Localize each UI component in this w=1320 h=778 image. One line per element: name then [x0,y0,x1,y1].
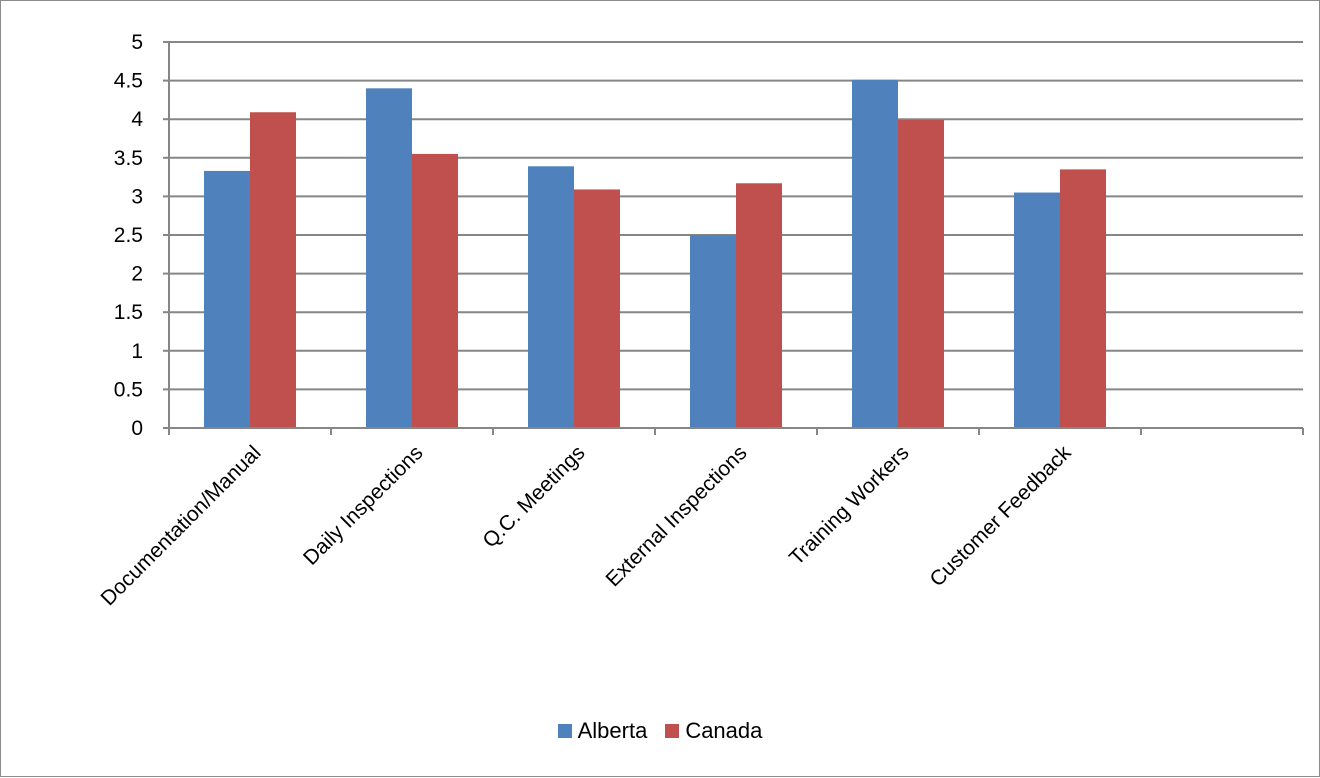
legend-swatch-alberta [557,724,572,738]
bar-alberta [690,235,736,428]
legend-label-alberta: Alberta [577,718,648,743]
y-tick-label: 0.5 [114,378,143,401]
y-tick-label: 4 [131,108,143,131]
y-tick-label: 1 [131,340,143,363]
y-tick-label: 0 [131,417,143,440]
x-category-label: Daily Inspections [299,441,428,570]
legend-label-canada: Canada [685,718,763,743]
bar-canada [250,112,296,428]
bar-alberta [204,170,250,428]
y-tick-label: 2 [131,263,143,286]
bar-alberta [528,166,574,429]
bars [204,79,1106,429]
legend-item-canada: Canada [665,718,762,744]
x-category-labels: Documentation/Manual Daily Inspections Q.C… [97,441,1076,610]
bar-canada [574,189,620,428]
bar-alberta [852,79,898,428]
bar-canada [898,119,944,429]
y-tick-label: 5 [131,31,143,54]
y-tick-label: 2.5 [114,224,143,247]
x-category-label: Documentation/Manual [97,441,266,610]
bar-canada [736,183,782,428]
bar-alberta [1014,192,1060,428]
legend: Alberta Canada [0,718,1320,744]
legend-item-alberta: Alberta [557,718,648,744]
y-tick-labels: 0 0.5 1 1.5 2 2.5 3 3.5 4 4.5 5 [114,31,144,440]
y-tick-label: 1.5 [114,301,143,324]
x-category-label: Customer Feedback [926,441,1076,591]
y-tick-label: 3.5 [114,147,143,170]
bar-canada [1060,169,1106,428]
y-tick-label: 3 [131,185,143,208]
axes [163,41,1304,435]
legend-swatch-canada [665,724,680,738]
x-category-label: Training Workers [785,441,913,569]
x-category-label: External Inspections [602,441,752,591]
bar-alberta [366,88,412,428]
x-category-label: Q.C. Meetings [478,441,589,552]
bar-canada [412,153,458,428]
y-tick-label: 4.5 [114,70,143,93]
